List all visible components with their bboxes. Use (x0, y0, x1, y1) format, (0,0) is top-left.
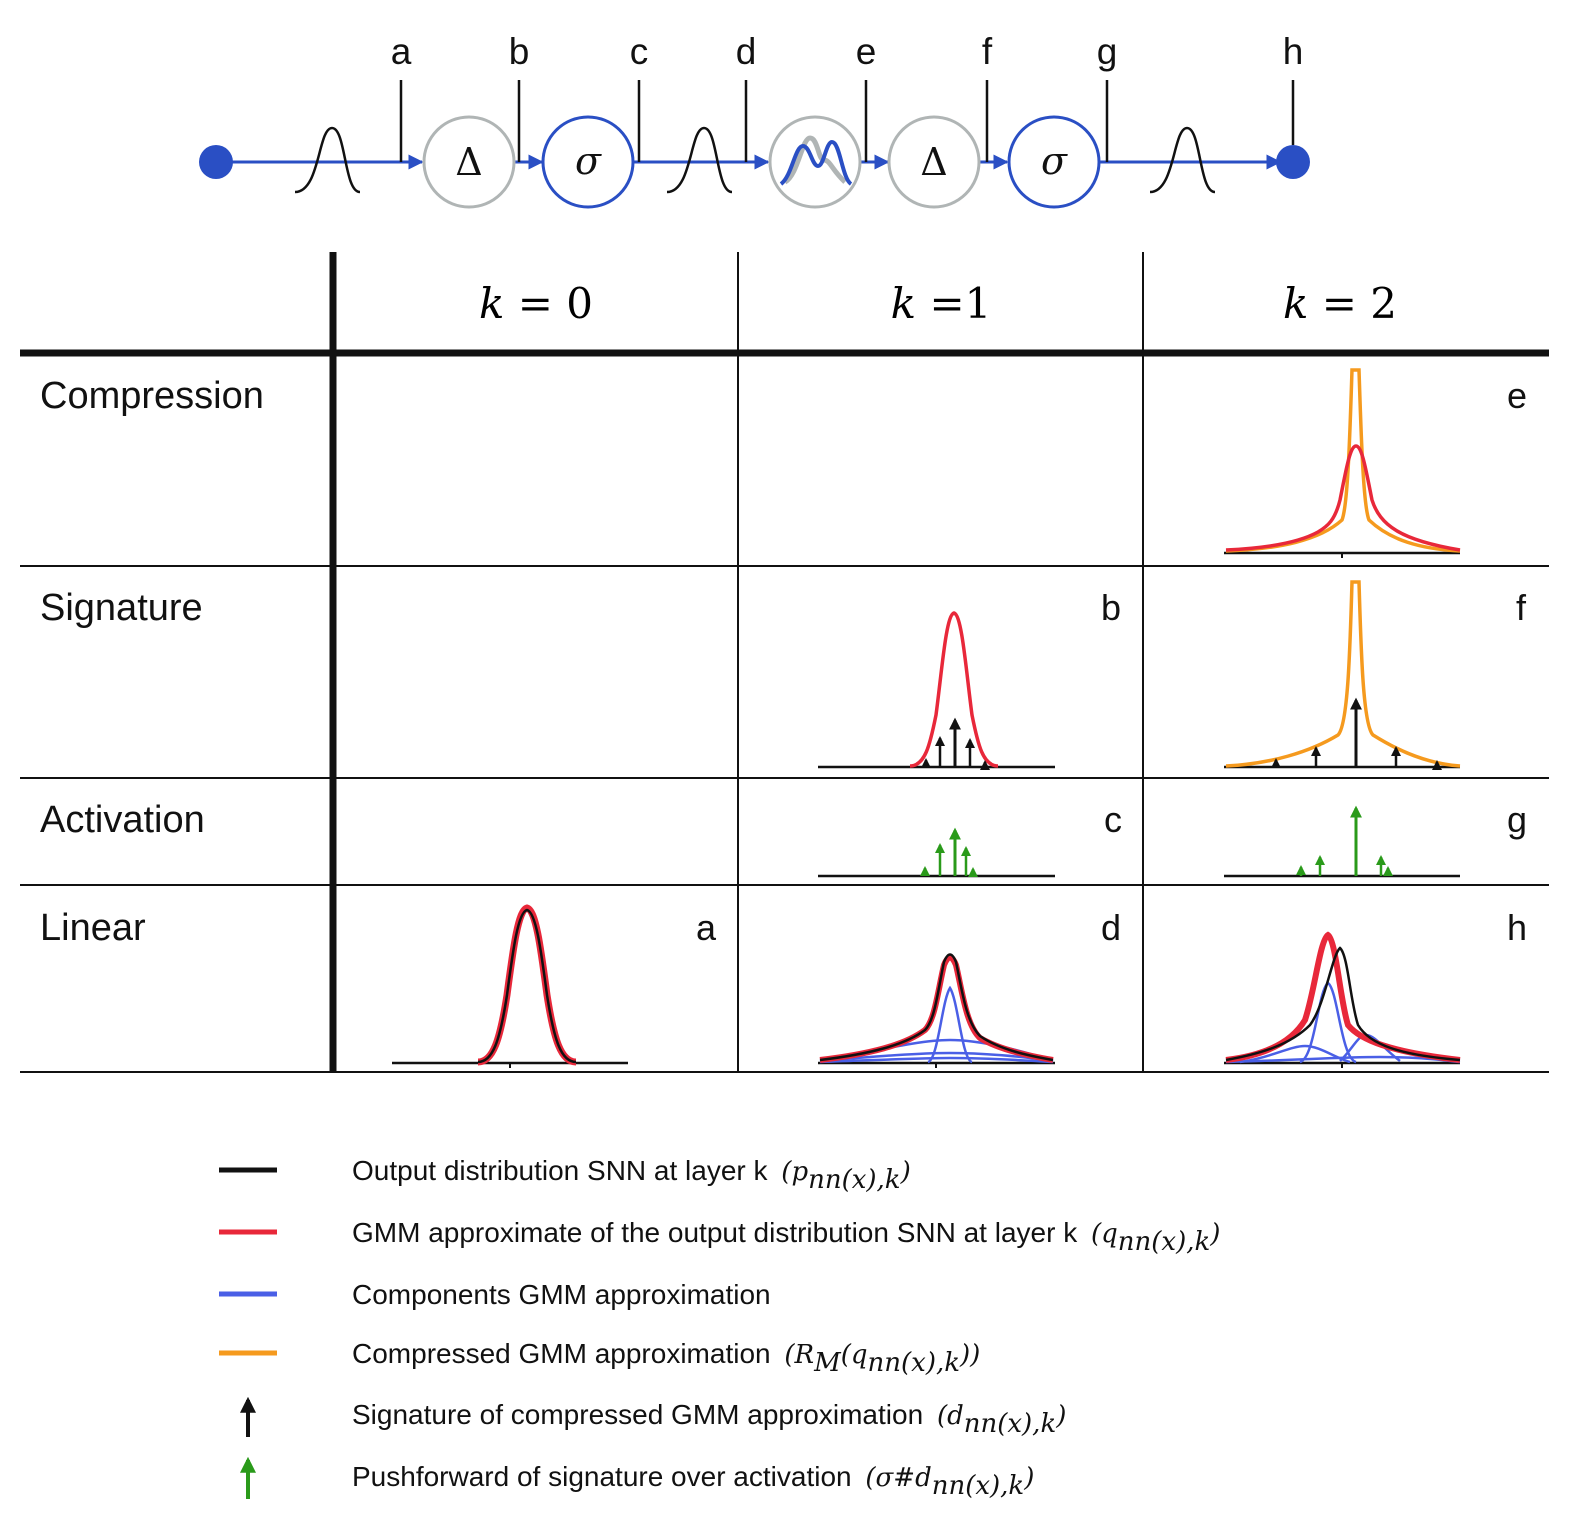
legend-item-components: Components GMM approximation (219, 1279, 771, 1310)
tap-label: c (630, 31, 649, 72)
column-header-k2: k = 2 (1283, 279, 1397, 328)
activation-node (541, 115, 635, 209)
legend-label: Signature of compressed GMM approximatio… (352, 1399, 1066, 1439)
gmm-approx-curve (1225, 444, 1461, 552)
pushforward-arrows (1296, 805, 1393, 876)
plot-compression-k2 (1224, 368, 1461, 558)
compress-symbol-2: Δ (920, 140, 947, 184)
panel-label-a: a (696, 907, 717, 948)
legend-label: Compressed GMM approximation (RM(qnn(x),… (352, 1338, 980, 1378)
column-header-k0: k = 0 (479, 279, 593, 328)
panel-label-c: c (1104, 799, 1122, 840)
row-label-compression: Compression (40, 375, 264, 417)
tap-label: a (391, 31, 412, 72)
legend-item-signature: Signature of compressed GMM approximatio… (240, 1396, 1066, 1439)
gmm-approx-curve (909, 611, 999, 768)
legend-label: GMM approximate of the output distributi… (352, 1217, 1220, 1257)
legend-label: Pushforward of signature over activation… (352, 1461, 1034, 1501)
tap-d: d (736, 31, 757, 162)
legend-item-pushforward: Pushforward of signature over activation… (240, 1456, 1034, 1501)
tap-label: b (509, 31, 530, 72)
pipeline: Δ σ Δ σ a b c d e (199, 31, 1310, 209)
tap-label: e (856, 31, 877, 72)
gmm-component-curve (819, 1051, 1054, 1063)
gaussian-glyph (294, 126, 361, 194)
legend-item-compressed: Compressed GMM approximation (RM(qnn(x),… (219, 1338, 980, 1378)
tap-label: f (982, 31, 993, 72)
legend: Output distribution SNN at layer k (pnn(… (219, 1155, 1220, 1501)
pushforward-arrows (920, 827, 978, 877)
row-label-linear: Linear (40, 907, 146, 949)
tap-c: c (630, 31, 649, 162)
panel-label-d: d (1101, 907, 1121, 948)
compressed-gmm-curve (1225, 580, 1461, 768)
tap-b: b (509, 31, 530, 162)
panel-label-b: b (1101, 587, 1121, 628)
compress-symbol: Δ (455, 140, 482, 184)
legend-item-gmm: GMM approximate of the output distributi… (219, 1217, 1220, 1257)
panel-label-e: e (1507, 375, 1527, 416)
plot-linear-k2 (1224, 931, 1461, 1068)
plot-signature-k2 (1224, 580, 1461, 770)
gmm-component-curve (819, 1056, 1054, 1064)
tap-f: f (982, 31, 993, 162)
mixture-glyph-gray (783, 135, 847, 185)
panel-label-h: h (1507, 907, 1527, 948)
plot-activation-k2 (1224, 805, 1460, 878)
compress-node-2 (887, 115, 981, 209)
output-distribution-curve (477, 908, 577, 1064)
row-label-signature: Signature (40, 587, 203, 629)
gmm-approx-curve (477, 904, 577, 1066)
plot-linear-k0 (392, 904, 628, 1068)
output-distribution-curve (1225, 946, 1461, 1062)
tap-g: g (1097, 31, 1118, 162)
tap-h: h (1283, 31, 1304, 145)
gmm-approx-curve (1225, 931, 1461, 1063)
compress-node (422, 115, 516, 209)
panel-label-g: g (1507, 799, 1527, 840)
tap-label: d (736, 31, 757, 72)
plot-signature-k1 (818, 611, 1055, 770)
legend-label: Components GMM approximation (352, 1279, 771, 1310)
mixture-glyph-blue (779, 139, 853, 186)
legend-label: Output distribution SNN at layer k (pnn(… (352, 1155, 911, 1195)
plot-linear-k1 (818, 953, 1055, 1068)
legend-item-output: Output distribution SNN at layer k (pnn(… (219, 1155, 911, 1195)
column-header-k1: k =1 (891, 279, 992, 328)
output-distribution-curve (819, 953, 1054, 1062)
tap-e: e (856, 31, 877, 162)
tap-a: a (391, 31, 412, 162)
activation-node-2 (1007, 115, 1101, 209)
gaussian-glyph (666, 126, 733, 194)
results-table: k = 0 k =1 k = 2 Compression Signature A… (20, 252, 1549, 1073)
signature-arrows (1271, 697, 1442, 770)
input-node (199, 145, 233, 179)
output-node (1276, 145, 1310, 179)
activation-symbol: σ (575, 139, 602, 183)
gmm-component-curve (927, 985, 973, 1064)
signature-arrows (921, 717, 990, 770)
tap-label: g (1097, 31, 1118, 72)
compressed-gmm-curve (1225, 368, 1461, 553)
activation-symbol-2: σ (1041, 139, 1068, 183)
gaussian-glyph (1149, 126, 1216, 194)
plot-activation-k1 (818, 827, 1055, 878)
row-label-activation: Activation (40, 799, 205, 841)
panel-label-f: f (1516, 587, 1527, 628)
tap-label: h (1283, 31, 1304, 72)
gmm-component-curve (1239, 1044, 1351, 1064)
